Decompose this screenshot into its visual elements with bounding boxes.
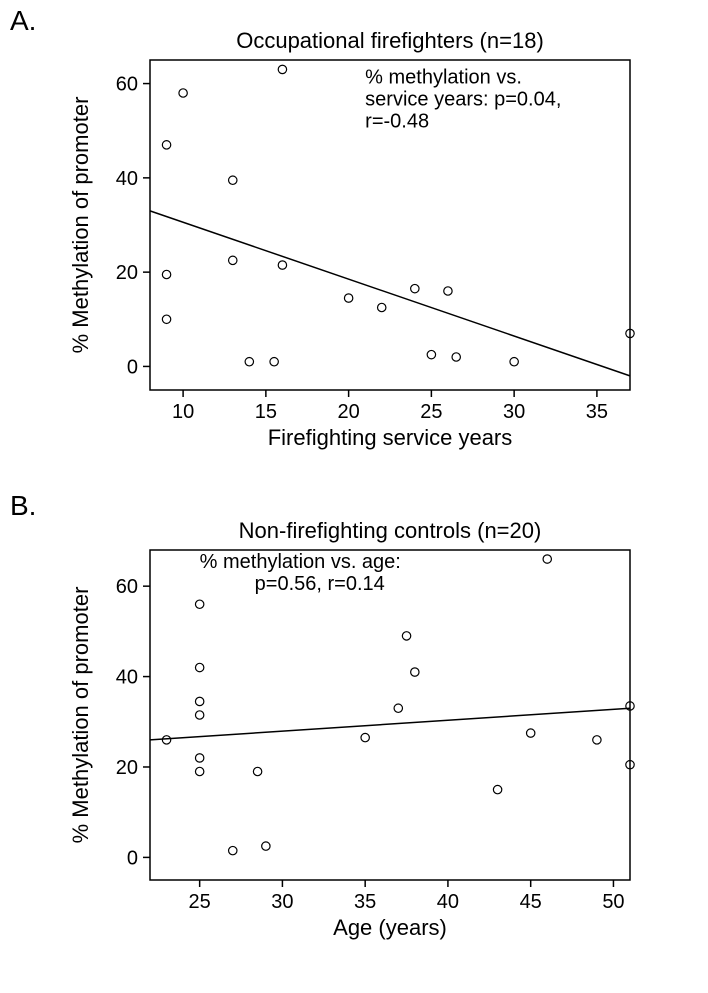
regression-line bbox=[150, 708, 630, 740]
x-tick-label: 25 bbox=[189, 891, 211, 913]
chart-title: Occupational firefighters (n=18) bbox=[236, 28, 544, 53]
y-tick-label: 60 bbox=[116, 74, 138, 96]
chart-title: Non-firefighting controls (n=20) bbox=[239, 518, 542, 543]
panel-a-label: A. bbox=[10, 5, 36, 37]
data-point bbox=[162, 315, 170, 323]
data-point bbox=[378, 303, 386, 311]
y-tick-label: 0 bbox=[127, 356, 138, 378]
panel-b-chart: Non-firefighting controls (n=20) 25 30 35 40… bbox=[55, 510, 675, 970]
data-point bbox=[411, 284, 419, 292]
data-point bbox=[278, 261, 286, 269]
data-point bbox=[195, 663, 203, 671]
y-tick-label: 40 bbox=[116, 667, 138, 689]
data-point bbox=[179, 89, 187, 97]
data-point bbox=[162, 270, 170, 278]
x-tick-label: 25 bbox=[420, 401, 442, 423]
x-tick-label: 45 bbox=[520, 891, 542, 913]
data-point bbox=[452, 353, 460, 361]
x-tick-label: 40 bbox=[437, 891, 459, 913]
data-point bbox=[526, 729, 534, 737]
y-tick-label: 20 bbox=[116, 757, 138, 779]
y-tick-label: 20 bbox=[116, 262, 138, 284]
data-point bbox=[493, 785, 501, 793]
x-tick-label: 15 bbox=[255, 401, 277, 423]
y-axis-title: % Methylation of promoter bbox=[68, 97, 93, 354]
panel-b-svg: Non-firefighting controls (n=20) 25 30 35 40… bbox=[55, 510, 675, 970]
y-tick-label: 0 bbox=[127, 847, 138, 869]
x-tick-label: 50 bbox=[602, 891, 624, 913]
data-point bbox=[411, 668, 419, 676]
y-tick-label: 60 bbox=[116, 576, 138, 598]
x-tick-label: 30 bbox=[271, 891, 293, 913]
x-tick-label: 35 bbox=[354, 891, 376, 913]
x-tick-label: 35 bbox=[586, 401, 608, 423]
x-axis-title: Age (years) bbox=[333, 915, 447, 940]
data-point bbox=[262, 842, 270, 850]
figure-root: A. Occupational firefighters (n=18) 10 15 2… bbox=[0, 0, 708, 993]
data-point bbox=[270, 358, 278, 366]
data-point bbox=[278, 65, 286, 73]
annotation-text: service years: p=0.04, bbox=[365, 89, 561, 111]
data-point bbox=[195, 697, 203, 705]
panel-a-chart: Occupational firefighters (n=18) 10 15 20 25… bbox=[55, 20, 675, 480]
annotation-text: % methylation vs. bbox=[365, 67, 522, 89]
data-point bbox=[253, 767, 261, 775]
x-tick-label: 20 bbox=[337, 401, 359, 423]
plot-border bbox=[150, 550, 630, 880]
x-tick-label: 10 bbox=[172, 401, 194, 423]
data-point bbox=[195, 711, 203, 719]
data-point bbox=[229, 846, 237, 854]
data-point bbox=[162, 141, 170, 149]
y-tick-label: 40 bbox=[116, 168, 138, 190]
data-point bbox=[245, 358, 253, 366]
data-point bbox=[162, 736, 170, 744]
data-point bbox=[543, 555, 551, 563]
regression-line bbox=[150, 211, 630, 376]
data-point bbox=[427, 350, 435, 358]
x-axis-title: Firefighting service years bbox=[268, 425, 513, 450]
data-point bbox=[195, 767, 203, 775]
data-point bbox=[593, 736, 601, 744]
annotation-text: % methylation vs. age: bbox=[200, 551, 401, 573]
panel-a-svg: Occupational firefighters (n=18) 10 15 20 25… bbox=[55, 20, 675, 480]
x-tick-label: 30 bbox=[503, 401, 525, 423]
panel-b-label: B. bbox=[10, 490, 36, 522]
annotation-text: p=0.56, r=0.14 bbox=[255, 573, 385, 595]
y-axis-title: % Methylation of promoter bbox=[68, 587, 93, 844]
annotation-text: r=-0.48 bbox=[365, 111, 429, 133]
data-point bbox=[229, 256, 237, 264]
data-point bbox=[229, 176, 237, 184]
data-point bbox=[195, 754, 203, 762]
data-point bbox=[361, 733, 369, 741]
data-point bbox=[195, 600, 203, 608]
data-point bbox=[344, 294, 352, 302]
data-point bbox=[444, 287, 452, 295]
data-point bbox=[402, 632, 410, 640]
data-point bbox=[510, 358, 518, 366]
data-point bbox=[394, 704, 402, 712]
